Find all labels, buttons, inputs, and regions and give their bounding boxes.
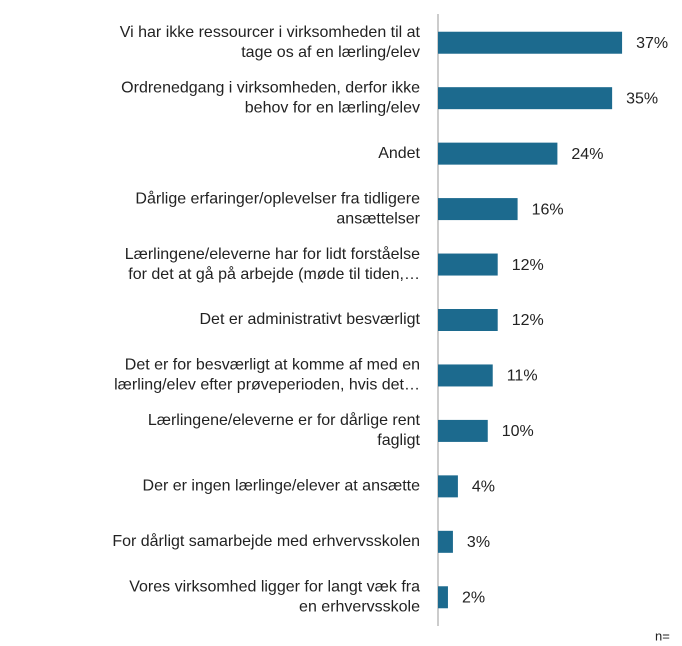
category-label: behov for en lærling/elev <box>245 99 420 116</box>
category-label: Dårlige erfaringer/oplevelser fra tidlig… <box>135 189 420 207</box>
value-label: 4% <box>472 479 495 496</box>
category-label: Ordrenedgang i virksomheden, derfor ikke <box>121 79 420 96</box>
category-label: For dårligt samarbejde med erhvervsskole… <box>112 532 420 550</box>
category-label: Det er administrativt besværligt <box>199 311 420 328</box>
category-label: fagligt <box>377 432 420 449</box>
bar <box>438 31 623 54</box>
bar <box>438 475 458 498</box>
category-label: Der er ingen lærlinge/elever at ansætte <box>143 478 421 495</box>
category-label: ansættelser <box>336 210 420 227</box>
value-label: 2% <box>462 589 485 606</box>
value-label: 10% <box>502 423 534 440</box>
category-label: tage os af en lærling/elev <box>241 44 420 61</box>
category-label: Lærlingene/eleverne har for lidt forståe… <box>125 245 420 263</box>
value-label: 24% <box>571 146 603 163</box>
value-label: 3% <box>467 534 490 551</box>
annotation: n= <box>655 628 670 643</box>
bar <box>438 253 498 276</box>
value-label: 16% <box>532 201 564 218</box>
category-label: Vores virksomhed ligger for langt væk fr… <box>129 578 420 595</box>
category-label: Vi har ikke ressourcer i virksomheden ti… <box>120 24 421 41</box>
category-label: en erhvervsskole <box>299 598 420 615</box>
category-label: Andet <box>378 145 420 162</box>
bar <box>438 142 558 165</box>
value-label: 35% <box>626 90 658 107</box>
bar <box>438 309 498 331</box>
value-label: 12% <box>512 312 544 329</box>
category-label: lærling/elev efter prøveperioden, hvis d… <box>114 377 420 394</box>
category-label: for det at gå på arbejde (møde til tiden… <box>128 265 420 283</box>
bar <box>438 530 453 553</box>
bar <box>438 586 448 609</box>
category-label: Det er for besværligt at komme af med en <box>125 357 420 374</box>
value-label: 11% <box>507 368 538 385</box>
value-label: 12% <box>512 257 544 274</box>
category-label: Lærlingene/eleverne er for dårlige rent <box>148 411 421 429</box>
bar <box>438 419 488 442</box>
bar <box>438 198 518 221</box>
value-label: 37% <box>636 35 668 52</box>
bar <box>438 364 493 387</box>
bar <box>438 87 613 110</box>
